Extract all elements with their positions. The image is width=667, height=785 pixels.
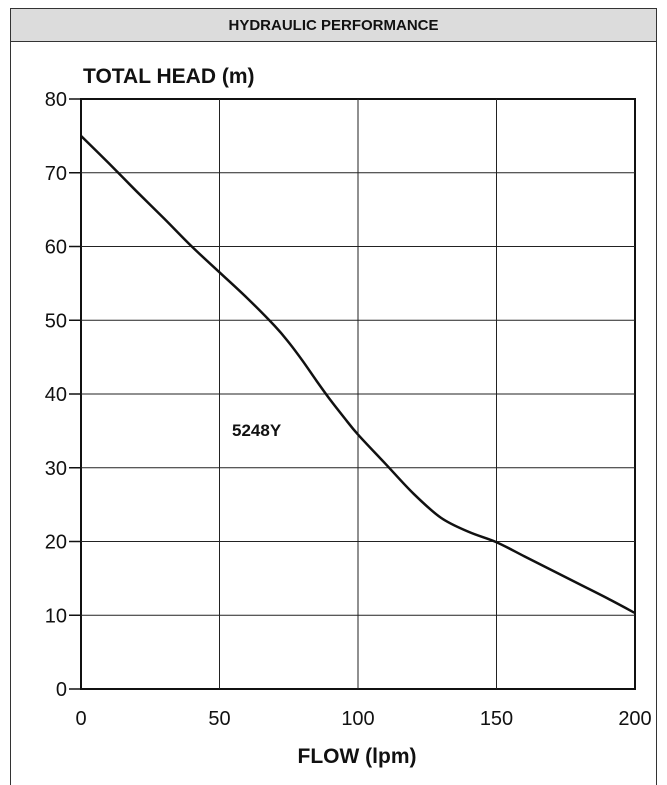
y-tick-label-10: 10 [45, 605, 67, 627]
x-tick-label-50: 50 [208, 708, 230, 730]
x-axis-title: FLOW (lpm) [298, 745, 417, 768]
x-tick-label-150: 150 [480, 708, 513, 730]
x-tick-label-0: 0 [75, 708, 86, 730]
tick-labels: 0 10 20 30 40 50 60 70 80 0 50 100 150 200 [45, 89, 652, 730]
x-tick-label-100: 100 [341, 708, 374, 730]
y-tick-label-60: 60 [45, 237, 67, 259]
y-axis-title: TOTAL HEAD (m) [83, 65, 255, 88]
y-tick-label-30: 30 [45, 458, 67, 480]
series-lines [80, 134, 636, 615]
y-tick-label-20: 20 [45, 532, 67, 554]
chart-frame: HYDRAULIC PERFORMANCE [10, 8, 657, 785]
y-tick-label-0: 0 [56, 679, 67, 701]
y-tick-label-50: 50 [45, 310, 67, 332]
x-tick-label-200: 200 [618, 708, 651, 730]
chart-header: HYDRAULIC PERFORMANCE [11, 9, 656, 42]
grid [69, 98, 636, 690]
series-line-0 [80, 134, 636, 615]
y-tick-label-40: 40 [45, 384, 67, 406]
y-tick-label-70: 70 [45, 163, 67, 185]
y-tick-label-80: 80 [45, 89, 67, 111]
series-label-5248y: 5248Y [232, 421, 282, 440]
